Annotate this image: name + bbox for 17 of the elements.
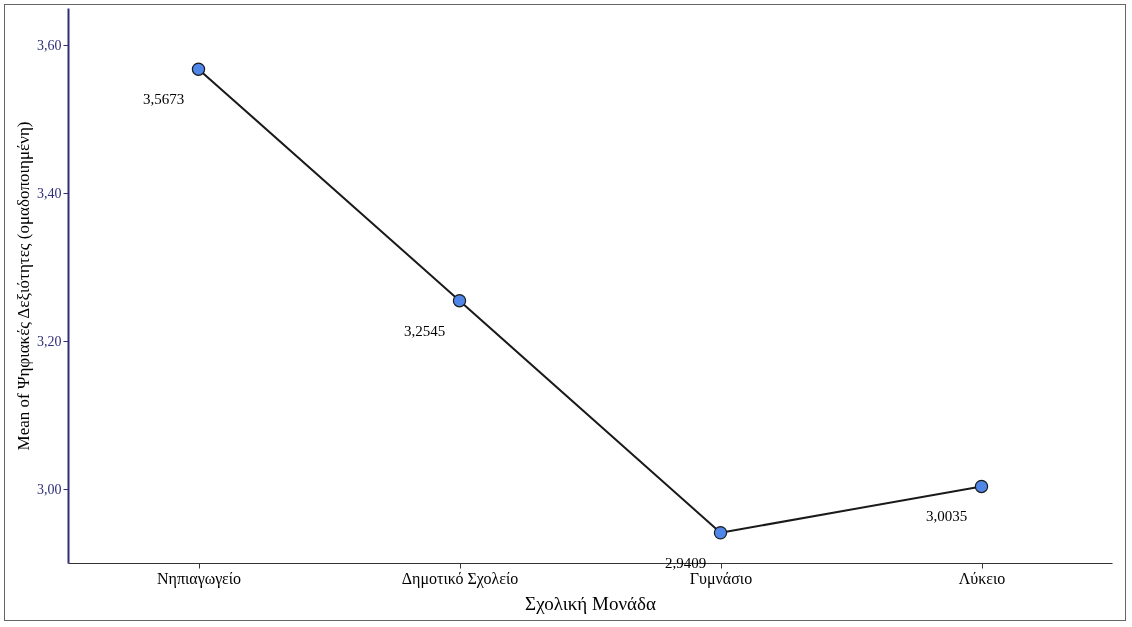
point <box>974 479 989 494</box>
x-tick-label: Λύκειο <box>958 569 1006 587</box>
y-tick-label: 3,00 <box>37 481 62 497</box>
x-tick-label: Γυμνάσιο <box>689 569 753 588</box>
y-tick-label: 3,60 <box>37 37 62 53</box>
x-tick-label: Δημοτικό Σχολείο <box>401 569 519 588</box>
point <box>713 526 728 540</box>
text: 3,2545 <box>403 322 446 339</box>
point <box>452 293 467 308</box>
y-tick-label: 3,40 <box>37 185 62 201</box>
y-axis-title: Mean of Ψηφιακές Δεξιότητες (ομαδοποιημένη) <box>14 121 33 451</box>
text: 3,0035 <box>925 508 968 525</box>
text: 3,5673 <box>142 91 185 108</box>
x-axis-title: Σχολική Μονάδα <box>525 592 656 614</box>
x-tick-label: Νηπιαγωγείο <box>156 569 242 588</box>
point <box>191 62 206 76</box>
y-tick-label: 3,20 <box>37 333 62 349</box>
